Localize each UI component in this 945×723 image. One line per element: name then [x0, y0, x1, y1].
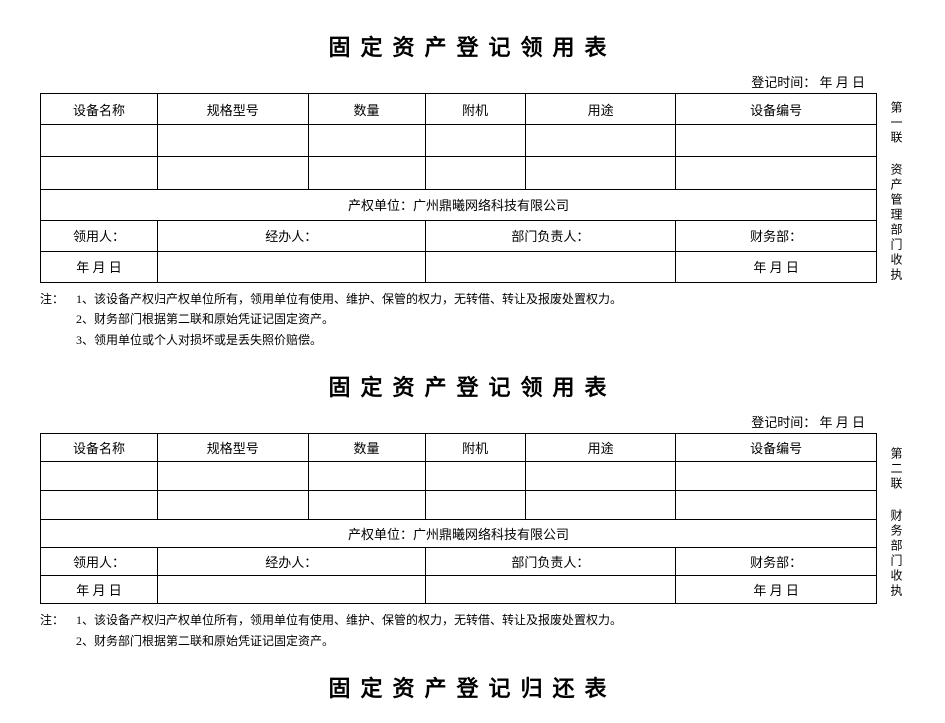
form-title: 固定资产登记归还表: [40, 671, 905, 703]
sig-dept-head-label: 部门负责人：: [425, 548, 676, 576]
form-wrap: 设备名称 规格型号 数量 附机 用途 设备编号 产权单位：广州鼎曦网络科技有限公…: [40, 93, 905, 283]
reg-time-value: 年 月 日: [819, 75, 865, 90]
notes-line: 注： 1、该设备产权归产权单位所有，领用单位有使用、维护、保管的权力，无转借、转…: [40, 610, 905, 630]
notes-item: 1、该设备产权归产权单位所有，领用单位有使用、维护、保管的权力，无转借、转让及报…: [76, 289, 622, 309]
col-header: 规格型号: [158, 434, 308, 462]
document-page: 固定资产登记领用表 登记时间： 年 月 日 设备名称 规格型号 数量 附机 用途…: [0, 0, 945, 703]
form-title: 固定资产登记领用表: [40, 370, 905, 402]
reg-time-label: 登记时间：: [751, 75, 816, 90]
sig-handler-label: 经办人：: [158, 220, 426, 251]
col-header: 设备编号: [676, 94, 877, 125]
notes-label: 注：: [40, 610, 76, 630]
col-header: 规格型号: [158, 94, 308, 125]
owner-value: 广州鼎曦网络科技有限公司: [413, 198, 569, 213]
notes-label: 注：: [40, 289, 76, 309]
owner-label: 产权单位：: [348, 198, 413, 213]
signature-date-row: 年 月 日 年 月 日: [41, 251, 877, 282]
sig-handler-label: 经办人：: [158, 548, 426, 576]
col-header: 设备名称: [41, 434, 158, 462]
table-header-row: 设备名称 规格型号 数量 附机 用途 设备编号: [41, 434, 877, 462]
signature-date-row: 年 月 日 年 月 日: [41, 576, 877, 604]
copy-side-label: 第一联 资产管理部门收执: [877, 93, 905, 283]
form-title: 固定资产登记领用表: [40, 30, 905, 62]
sig-blank: [425, 576, 676, 604]
sig-blank: [158, 251, 426, 282]
owner-cell: 产权单位：广州鼎曦网络科技有限公司: [41, 520, 877, 548]
owner-label: 产权单位：: [348, 527, 413, 542]
col-header: 数量: [308, 434, 425, 462]
sig-blank: [425, 251, 676, 282]
form-2: 固定资产登记领用表 登记时间： 年 月 日 设备名称 规格型号 数量 附机 用途…: [40, 370, 905, 651]
reg-time-value: 年 月 日: [819, 415, 865, 430]
notes: 注： 1、该设备产权归产权单位所有，领用单位有使用、维护、保管的权力，无转借、转…: [40, 289, 905, 350]
sig-finance-label: 财务部：: [676, 548, 877, 576]
notes: 注： 1、该设备产权归产权单位所有，领用单位有使用、维护、保管的权力，无转借、转…: [40, 610, 905, 651]
table-row: [41, 157, 877, 189]
asset-table: 设备名称 规格型号 数量 附机 用途 设备编号 产权单位：广州鼎曦网络科技有限公…: [40, 93, 877, 283]
notes-line: 注： 1、该设备产权归产权单位所有，领用单位有使用、维护、保管的权力，无转借、转…: [40, 289, 905, 309]
signature-label-row: 领用人： 经办人： 部门负责人： 财务部：: [41, 548, 877, 576]
sig-finance-label: 财务部：: [676, 220, 877, 251]
registration-time: 登记时间： 年 月 日: [40, 72, 905, 91]
form-wrap: 设备名称 规格型号 数量 附机 用途 设备编号 产权单位：广州鼎曦网络科技有限公…: [40, 433, 905, 604]
reg-time-label: 登记时间：: [751, 415, 816, 430]
sig-date: 年 月 日: [676, 251, 877, 282]
form-1: 固定资产登记领用表 登记时间： 年 月 日 设备名称 规格型号 数量 附机 用途…: [40, 30, 905, 350]
owner-row: 产权单位：广州鼎曦网络科技有限公司: [41, 520, 877, 548]
notes-item: 2、财务部门根据第二联和原始凭证记固定资产。: [76, 631, 905, 651]
table-row: [41, 462, 877, 491]
asset-table: 设备名称 规格型号 数量 附机 用途 设备编号 产权单位：广州鼎曦网络科技有限公…: [40, 433, 877, 604]
owner-row: 产权单位：广州鼎曦网络科技有限公司: [41, 189, 877, 220]
table-row: [41, 125, 877, 157]
sig-date: 年 月 日: [41, 576, 158, 604]
table-row: [41, 491, 877, 520]
col-header: 用途: [525, 434, 675, 462]
col-header: 数量: [308, 94, 425, 125]
sig-blank: [158, 576, 426, 604]
notes-item: 1、该设备产权归产权单位所有，领用单位有使用、维护、保管的权力，无转借、转让及报…: [76, 610, 622, 630]
sig-date: 年 月 日: [41, 251, 158, 282]
col-header: 附机: [425, 94, 525, 125]
notes-item: 3、领用单位或个人对损坏或是丢失照价赔偿。: [76, 330, 905, 350]
sig-requester-label: 领用人：: [41, 220, 158, 251]
copy-side-label: 第二联 财务部门收执: [877, 433, 905, 604]
col-header: 设备编号: [676, 434, 877, 462]
sig-dept-head-label: 部门负责人：: [425, 220, 676, 251]
col-header: 设备名称: [41, 94, 158, 125]
owner-cell: 产权单位：广州鼎曦网络科技有限公司: [41, 189, 877, 220]
sig-requester-label: 领用人：: [41, 548, 158, 576]
owner-value: 广州鼎曦网络科技有限公司: [413, 527, 569, 542]
notes-item: 2、财务部门根据第二联和原始凭证记固定资产。: [76, 309, 905, 329]
form-3: 固定资产登记归还表: [40, 671, 905, 703]
registration-time: 登记时间： 年 月 日: [40, 412, 905, 431]
signature-label-row: 领用人： 经办人： 部门负责人： 财务部：: [41, 220, 877, 251]
table-header-row: 设备名称 规格型号 数量 附机 用途 设备编号: [41, 94, 877, 125]
sig-date: 年 月 日: [676, 576, 877, 604]
col-header: 附机: [425, 434, 525, 462]
col-header: 用途: [525, 94, 675, 125]
